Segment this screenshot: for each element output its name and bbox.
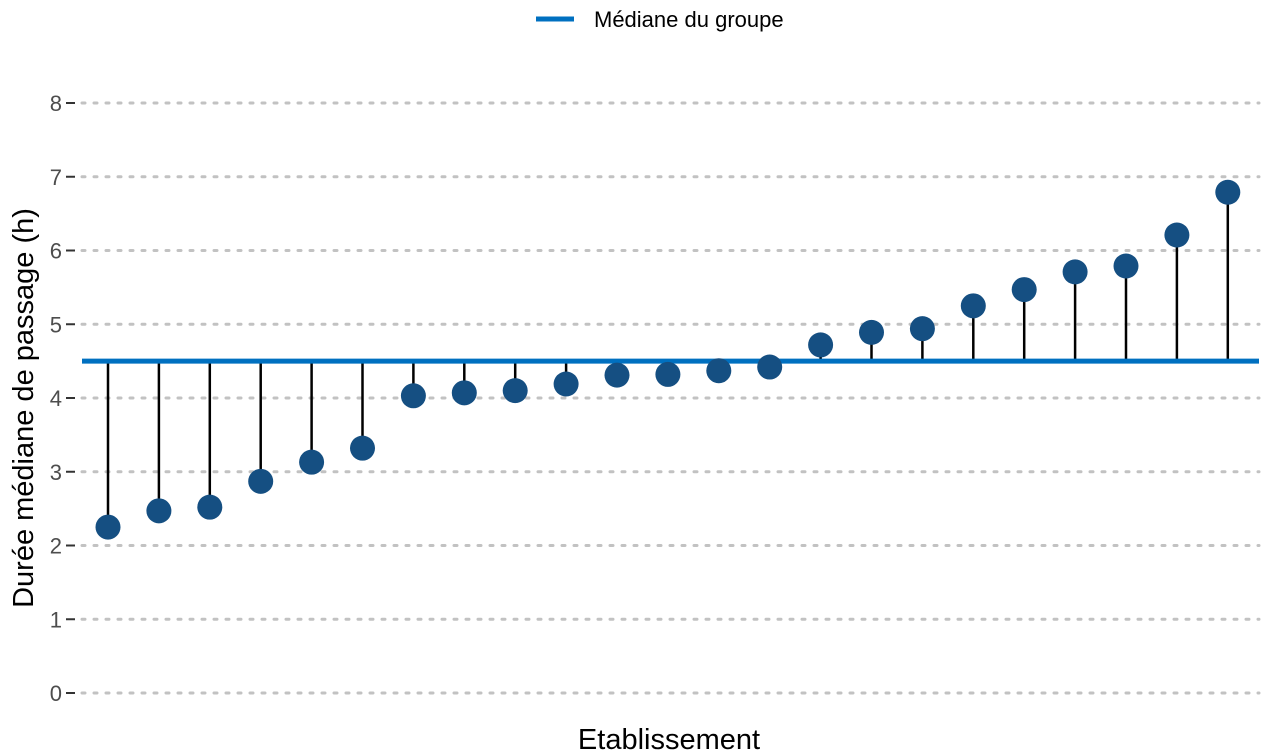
points xyxy=(95,179,1241,540)
data-point xyxy=(451,380,477,406)
data-point xyxy=(299,449,325,475)
y-tick-label: 1 xyxy=(50,607,62,632)
data-point xyxy=(400,383,426,409)
data-point xyxy=(146,498,172,524)
data-point xyxy=(1011,277,1037,303)
data-point xyxy=(1113,253,1139,279)
y-axis-title: Durée médiane de passage (h) xyxy=(8,208,40,608)
y-tick-label: 0 xyxy=(50,681,62,706)
y-tick-label: 2 xyxy=(50,534,62,559)
data-point xyxy=(350,435,375,461)
data-point xyxy=(604,362,630,388)
legend: Médiane du groupe xyxy=(536,7,784,32)
data-point xyxy=(1215,179,1241,205)
x-axis-title: Etablissement xyxy=(578,724,760,756)
data-point xyxy=(960,293,986,319)
data-point xyxy=(859,319,884,345)
data-point xyxy=(248,468,274,494)
y-tick-label: 7 xyxy=(50,165,62,190)
data-point xyxy=(757,354,783,380)
data-point xyxy=(808,332,834,358)
data-point xyxy=(553,371,579,397)
legend-label: Médiane du groupe xyxy=(594,7,784,32)
y-tick-label: 6 xyxy=(50,239,62,264)
data-point xyxy=(502,378,528,404)
y-tick-label: 8 xyxy=(50,91,62,116)
grid-lines xyxy=(80,101,1261,695)
data-point xyxy=(655,361,681,387)
data-point xyxy=(909,316,935,342)
y-tick-label: 4 xyxy=(50,386,62,411)
data-point xyxy=(197,494,223,520)
data-point xyxy=(706,358,732,384)
data-point xyxy=(95,514,121,540)
y-tick-label: 3 xyxy=(50,460,62,485)
data-point xyxy=(1062,259,1088,285)
data-point xyxy=(1164,222,1190,248)
y-tick-label: 5 xyxy=(50,312,62,337)
y-axis: 0 1 2 3 4 5 6 7 8 xyxy=(50,91,75,706)
